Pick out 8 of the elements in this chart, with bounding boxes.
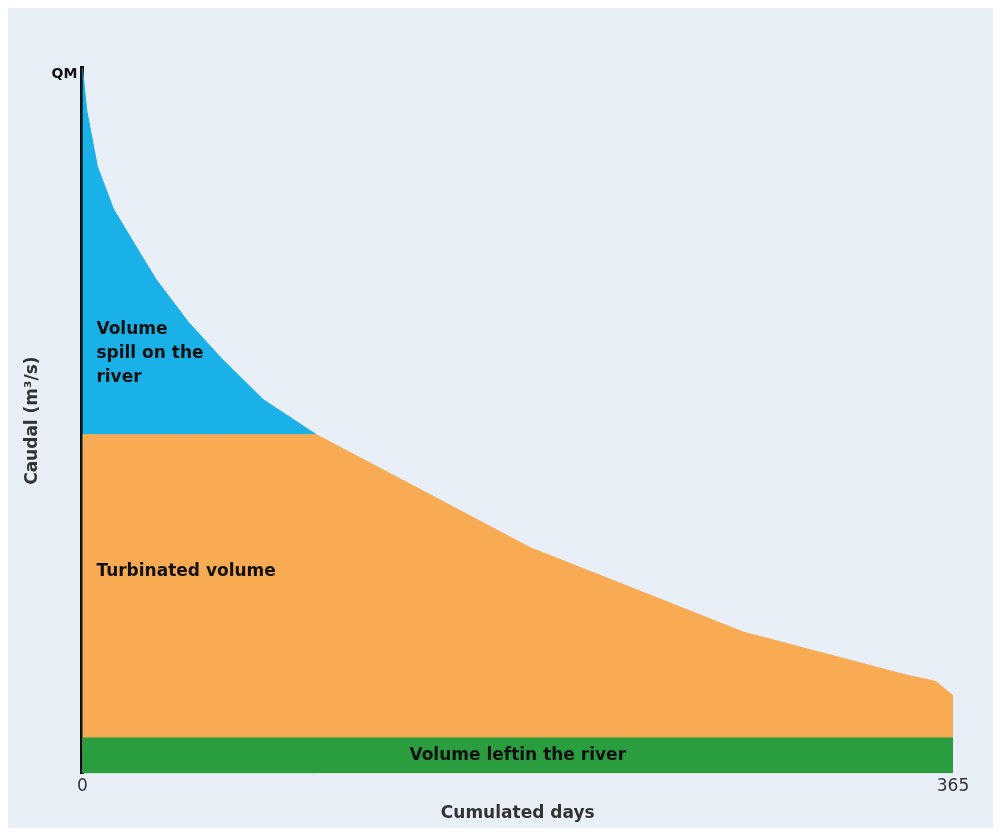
x-axis-title: Cumulated days bbox=[440, 802, 595, 823]
x-tick-label: 365 bbox=[936, 774, 970, 795]
series-label: Volume spill on the river bbox=[96, 318, 204, 387]
annotation: QM bbox=[51, 64, 78, 81]
x-tick-label: 0 bbox=[76, 774, 88, 795]
y-axis-title: Caudal (m³/s) bbox=[20, 356, 41, 485]
series-label: Turbinated volume bbox=[96, 559, 276, 580]
series-label: Volume leftin the river bbox=[409, 743, 627, 764]
